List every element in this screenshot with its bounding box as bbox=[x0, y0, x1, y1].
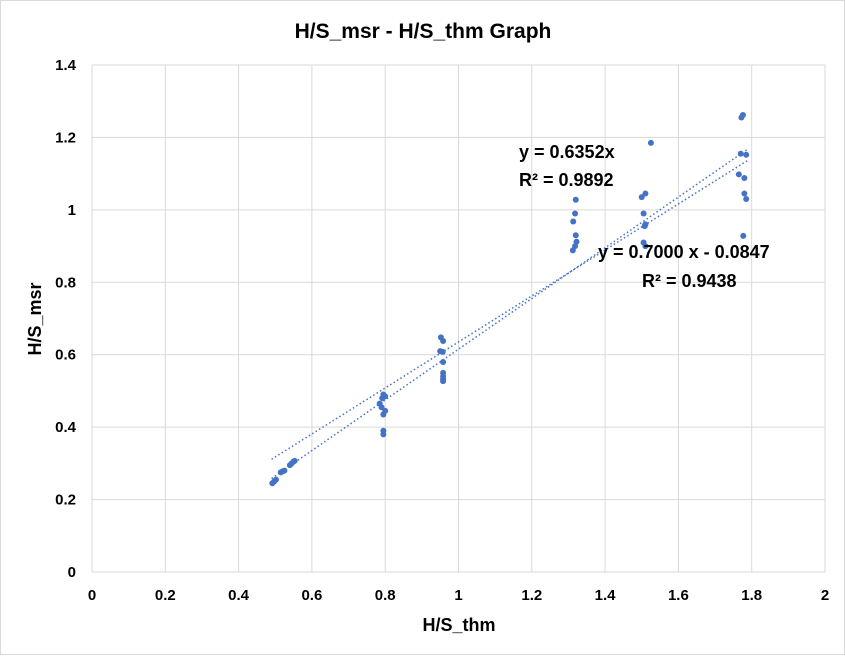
x-tick-label: 1.2 bbox=[521, 587, 542, 604]
data-point bbox=[291, 457, 298, 464]
y-tick-label: 1 bbox=[68, 202, 76, 219]
data-point bbox=[378, 404, 385, 411]
data-point bbox=[638, 194, 645, 201]
x-tick-label: 1 bbox=[454, 587, 462, 604]
x-tick-label: 0.8 bbox=[375, 587, 396, 604]
data-point bbox=[573, 238, 580, 245]
y-axis-title: H/S_msr bbox=[25, 282, 45, 355]
x-tick-label: 0.6 bbox=[301, 587, 322, 604]
gridlines bbox=[91, 64, 826, 573]
x-axis-title: H/S_thm bbox=[422, 615, 495, 635]
data-point bbox=[572, 232, 579, 239]
y-tick-label: 0.8 bbox=[55, 274, 76, 291]
data-point bbox=[440, 358, 447, 365]
y-tick-label: 1.2 bbox=[55, 129, 76, 146]
x-tick-label: 0.4 bbox=[228, 587, 250, 604]
trendline-1 bbox=[271, 159, 749, 460]
data-point bbox=[737, 150, 744, 157]
data-point bbox=[647, 139, 654, 146]
x-tick-label: 1.4 bbox=[595, 587, 617, 604]
data-point bbox=[743, 195, 750, 202]
trendline-1-equation: y = 0.6352x bbox=[519, 142, 615, 162]
x-tick-label: 0.2 bbox=[155, 587, 176, 604]
y-tick-label: 0 bbox=[68, 564, 76, 581]
data-point bbox=[642, 243, 649, 250]
trendline-2-r2: R² = 0.9438 bbox=[642, 271, 737, 291]
data-point bbox=[743, 151, 750, 158]
data-point bbox=[382, 407, 389, 414]
data-point bbox=[380, 431, 387, 438]
x-tick-label: 1.6 bbox=[668, 587, 689, 604]
y-tick-label: 0.6 bbox=[55, 347, 76, 364]
data-point bbox=[640, 210, 647, 217]
data-point bbox=[642, 190, 649, 197]
y-tick-label: 0.2 bbox=[55, 492, 76, 509]
data-point bbox=[739, 111, 746, 118]
x-tick-label: 2 bbox=[821, 587, 829, 604]
y-tick-label: 1.4 bbox=[55, 57, 77, 74]
data-points bbox=[269, 111, 750, 487]
data-point bbox=[740, 232, 747, 239]
data-point bbox=[735, 171, 742, 178]
data-point bbox=[439, 348, 446, 355]
x-tick-label: 0 bbox=[88, 587, 96, 604]
data-point bbox=[570, 218, 577, 225]
y-tick-label: 0.4 bbox=[55, 419, 77, 436]
data-point bbox=[572, 196, 579, 203]
data-point bbox=[741, 174, 748, 181]
data-point bbox=[440, 378, 447, 385]
trendlines bbox=[271, 148, 749, 480]
data-point bbox=[272, 476, 279, 483]
data-point bbox=[572, 210, 579, 217]
data-point bbox=[382, 393, 389, 400]
trendline-1-r2: R² = 0.9892 bbox=[519, 170, 614, 190]
x-tick-label: 1.8 bbox=[741, 587, 762, 604]
data-point bbox=[641, 223, 648, 230]
chart-title: H/S_msr - H/S_thm Graph bbox=[295, 20, 552, 43]
tick-labels: 0 0.2 0.4 0.6 0.8 1 1.2 1.4 0 0.2 0.4 0.6 0.8 1 1.2 1.4… bbox=[55, 57, 829, 604]
data-point bbox=[741, 190, 748, 197]
data-point bbox=[281, 467, 288, 474]
data-point bbox=[440, 337, 447, 344]
trendline-2 bbox=[271, 148, 749, 480]
trendline-2-equation: y = 0.7000 x - 0.0847 bbox=[598, 242, 770, 262]
